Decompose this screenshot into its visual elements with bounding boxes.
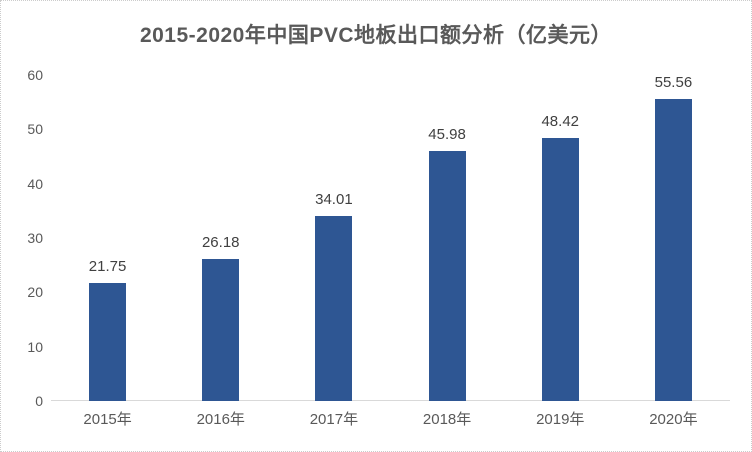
y-axis-tick-label: 60 <box>27 67 43 83</box>
chart-title: 2015-2020年中国PVC地板出口额分析（亿美元） <box>139 24 613 47</box>
x-axis-line <box>51 400 730 401</box>
bar-2019年 <box>541 137 579 401</box>
x-axis-category-label: 2019年 <box>536 411 585 428</box>
x-axis-category-label: 2018年 <box>422 411 472 428</box>
y-axis-tick-label: 50 <box>27 121 43 138</box>
y-axis-tick-label: 40 <box>27 175 43 192</box>
x-axis-category-label: 2020年 <box>649 411 698 428</box>
bar-value-label: 55.56 <box>654 74 693 92</box>
y-axis-tick-label: 30 <box>27 230 43 246</box>
bar-value-label: 21.75 <box>88 257 127 275</box>
bar-2016年 <box>202 258 240 401</box>
bar-2020年 <box>654 99 692 401</box>
bar-value-label: 48.42 <box>541 112 580 130</box>
x-axis-category-label: 2016年 <box>196 411 245 428</box>
y-axis-tick-label: 0 <box>35 393 43 409</box>
y-axis-tick-label: 10 <box>27 338 43 355</box>
bar-value-label: 34.01 <box>315 191 353 209</box>
bar-2018年 <box>428 151 466 401</box>
bar-2015年 <box>89 282 127 401</box>
x-axis-category-label: 2017年 <box>309 411 359 428</box>
x-axis-category-label: 2015年 <box>83 411 132 428</box>
y-axis-tick-label: 20 <box>27 284 43 301</box>
bar-value-label: 26.18 <box>201 233 240 251</box>
bar-2017年 <box>315 216 353 401</box>
bar-value-label: 45.98 <box>428 126 466 144</box>
